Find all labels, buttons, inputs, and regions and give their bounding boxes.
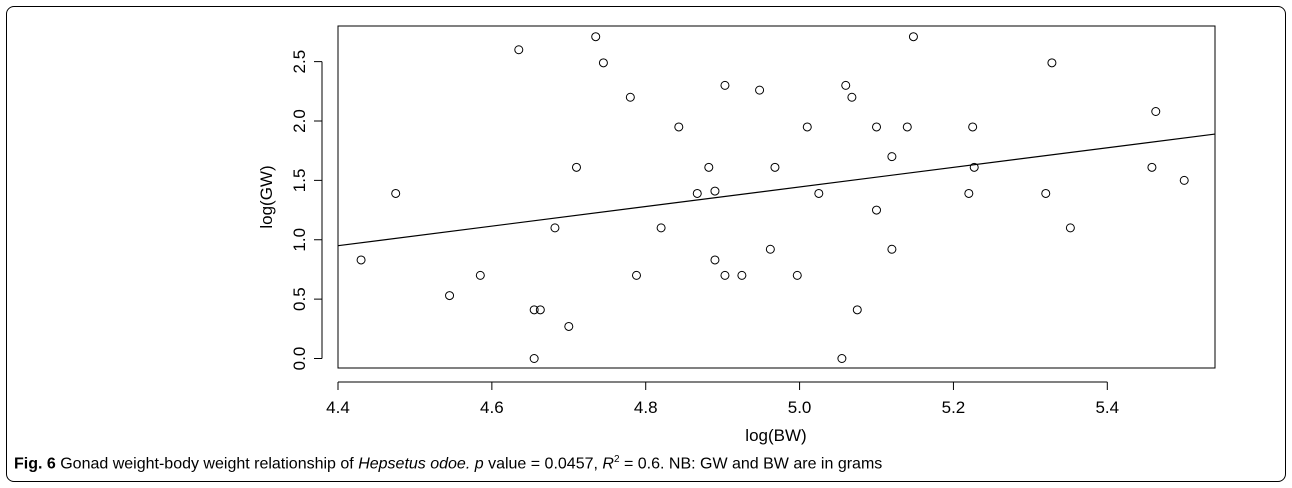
- caption-sup: 2: [613, 454, 620, 465]
- caption-p: p: [474, 455, 484, 473]
- data-point: [841, 80, 851, 90]
- data-point: [968, 122, 978, 132]
- y-tick-label: 2.5: [290, 50, 309, 74]
- data-point: [802, 122, 812, 132]
- data-point: [564, 321, 574, 331]
- data-point: [1151, 107, 1161, 116]
- data-point: [1047, 58, 1057, 68]
- data-point: [872, 205, 882, 215]
- data-point: [969, 162, 979, 172]
- data-point: [755, 85, 765, 95]
- x-tick-label: 4.6: [480, 398, 504, 417]
- data-point: [591, 32, 601, 42]
- data-point: [656, 223, 666, 233]
- data-point: [720, 80, 730, 90]
- data-point: [631, 270, 641, 280]
- data-point: [1179, 175, 1189, 185]
- data-point: [1041, 188, 1051, 198]
- data-point: [356, 255, 366, 265]
- y-tick-label: 1.0: [290, 228, 309, 252]
- y-tick-label: 0.0: [290, 347, 309, 371]
- y-axis-label: log(GW): [257, 165, 276, 228]
- x-tick-label: 4.8: [634, 398, 658, 417]
- data-point: [692, 188, 702, 198]
- y-axis: 0.0 0.5 1.0 1.5 2.0 2.5: [290, 50, 323, 371]
- x-axis: 4.4 4.6 4.8 5.0 5.2 5.4: [326, 381, 1119, 417]
- data-point: [598, 58, 608, 68]
- data-point: [704, 162, 714, 172]
- caption-species: Hepsetus odoe.: [358, 455, 471, 473]
- caption-label: Fig. 6: [14, 455, 56, 473]
- data-point: [550, 223, 560, 233]
- caption-text-1: Gonad weight-body weight relationship of: [55, 455, 359, 473]
- data-point: [571, 162, 581, 172]
- y-tick-label: 0.5: [290, 287, 309, 311]
- data-point: [964, 188, 974, 198]
- data-point: [674, 122, 684, 132]
- data-point: [887, 244, 897, 254]
- data-point: [1147, 162, 1157, 172]
- y-tick-label: 2.0: [290, 109, 309, 133]
- data-point: [529, 305, 539, 315]
- data-point: [847, 92, 857, 102]
- data-point: [887, 152, 897, 162]
- data-point: [770, 162, 780, 172]
- data-point: [1065, 223, 1075, 233]
- x-tick-label: 5.0: [788, 398, 812, 417]
- x-tick-label: 4.4: [326, 398, 350, 417]
- plot-box: [337, 25, 1216, 369]
- regression-line: [337, 133, 1216, 247]
- data-points: [356, 32, 1189, 363]
- data-point: [391, 188, 401, 198]
- x-tick-label: 5.4: [1095, 398, 1119, 417]
- data-point: [514, 45, 524, 55]
- data-point: [737, 270, 747, 280]
- data-point: [908, 32, 918, 42]
- data-point: [625, 92, 635, 102]
- data-point: [765, 244, 775, 254]
- data-point: [475, 270, 485, 280]
- figure-caption: Fig. 6 Gonad weight-body weight relation…: [14, 454, 882, 473]
- data-point: [445, 291, 455, 301]
- x-tick-label: 5.2: [942, 398, 966, 417]
- data-point: [837, 354, 847, 363]
- caption-text-3: value = 0.0457,: [483, 455, 603, 473]
- data-point: [529, 354, 539, 363]
- data-point: [814, 188, 824, 198]
- data-point: [710, 255, 720, 265]
- data-point: [902, 122, 912, 132]
- caption-r: R: [602, 455, 614, 473]
- data-point: [852, 305, 862, 315]
- scatter-chart: 4.4 4.6 4.8 5.0 5.2 5.4 0.0 0.5 1.0 1.5 2.0 2.5 lo…: [257, 25, 1216, 445]
- data-point: [535, 305, 545, 315]
- figure-frame: [6, 6, 1286, 482]
- caption-text-4: = 0.6. NB: GW and BW are in grams: [619, 455, 883, 473]
- data-point: [872, 122, 882, 132]
- data-point: [792, 270, 802, 280]
- data-point: [720, 270, 730, 280]
- data-point: [710, 186, 720, 196]
- y-tick-label: 1.5: [290, 169, 309, 193]
- x-axis-label: log(BW): [745, 426, 806, 445]
